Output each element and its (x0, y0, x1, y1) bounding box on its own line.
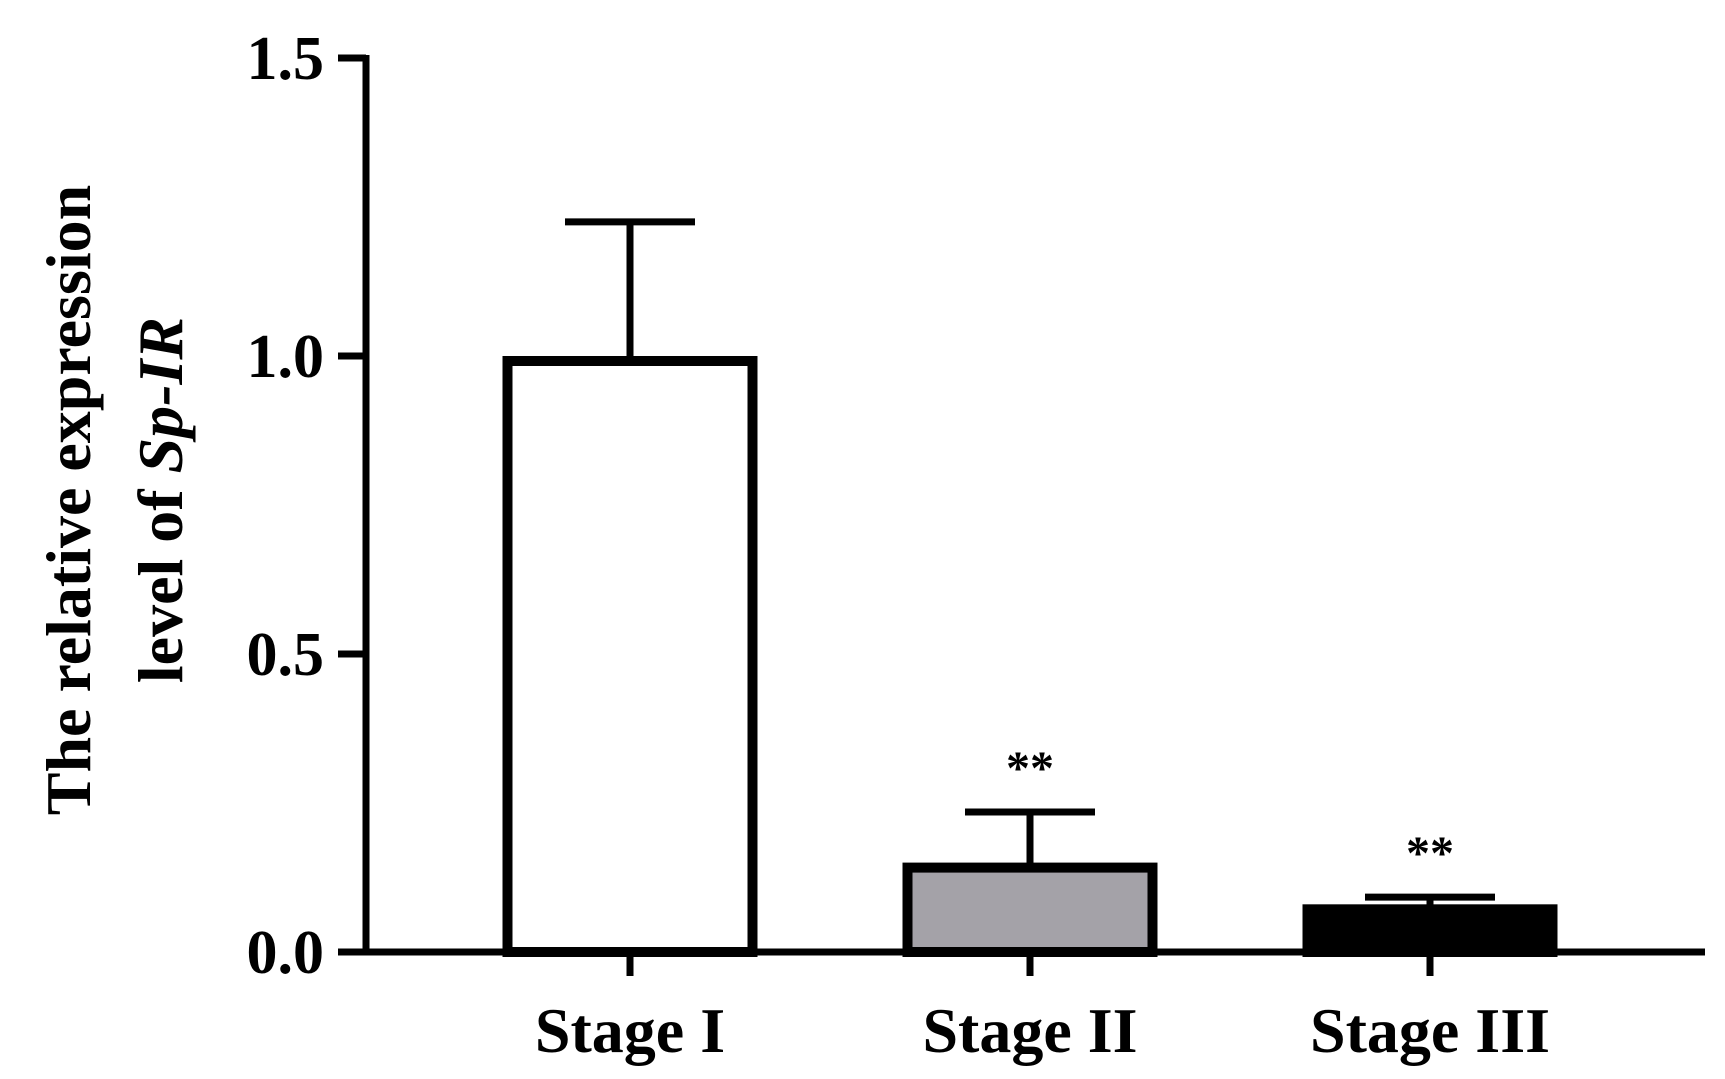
x-tick-label-3: Stage III (1310, 995, 1550, 1066)
axes-group (362, 55, 1705, 956)
y-tick-label-1: 0.0 (247, 919, 325, 987)
significance-mark-2: ** (1006, 742, 1054, 795)
x-tick-label-1: Stage I (535, 995, 725, 1066)
y-axis-label: The relative expression level of Sp-IR (33, 185, 196, 815)
significance-mark-3: ** (1406, 827, 1454, 880)
y-axis-label-line2: level of Sp-IR (125, 317, 196, 683)
y-tick-label-2: 0.5 (247, 621, 325, 689)
y-tick-label-4: 1.5 (247, 25, 325, 93)
y-ticks-group: 0.0 0.5 1.0 1.5 (247, 25, 366, 987)
error-bars-group (565, 218, 1495, 910)
bar-3 (1302, 904, 1558, 958)
y-tick-label-3: 1.0 (247, 323, 325, 391)
significance-group: ** ** (1006, 742, 1454, 880)
x-tick-label-2: Stage II (922, 995, 1137, 1066)
x-ticks-group: Stage I Stage II Stage III (535, 952, 1550, 1066)
y-axis-label-line1: The relative expression (33, 185, 104, 815)
bar-1 (502, 356, 758, 957)
bar-2 (902, 862, 1158, 957)
